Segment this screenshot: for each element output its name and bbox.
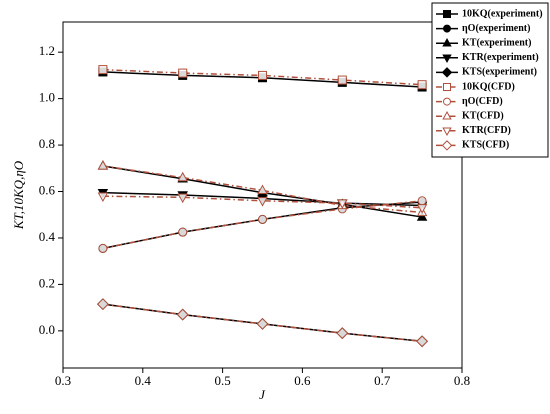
- data-point: [98, 243, 108, 253]
- data-point: [416, 335, 429, 348]
- data-point: [256, 317, 269, 330]
- legend-marker: [442, 127, 452, 137]
- data-point: [336, 327, 349, 340]
- legend-marker: [442, 110, 452, 120]
- y-axis-label: KT,10KQ,ηO: [11, 160, 26, 230]
- y-tick-label: 0.2: [39, 275, 55, 290]
- legend-marker: [442, 37, 452, 47]
- data-point: [416, 204, 428, 214]
- legend-label: KTR(CFD): [462, 125, 511, 136]
- y-tick-label: 0.4: [39, 229, 56, 244]
- x-tick-label: 0.4: [135, 373, 152, 388]
- data-point: [416, 211, 428, 221]
- y-tick-label: 0.0: [39, 322, 55, 337]
- data-point: [176, 308, 189, 321]
- data-point: [97, 192, 109, 202]
- y-tick-label: 0.8: [39, 136, 55, 151]
- legend-marker: [443, 83, 451, 91]
- series-line: [102, 195, 423, 209]
- data-point: [337, 199, 348, 209]
- legend-label: 10KQ(experiment): [462, 8, 543, 19]
- legend-label: KT(experiment): [462, 37, 531, 48]
- plot-frame: [62, 21, 463, 369]
- data-point: [98, 65, 108, 75]
- data-point: [417, 196, 427, 206]
- data-point: [258, 70, 267, 80]
- data-point: [97, 160, 109, 170]
- data-point: [177, 171, 188, 182]
- data-point: [417, 80, 427, 90]
- data-point: [257, 184, 268, 195]
- legend-label: KTS(CFD): [462, 140, 509, 151]
- data-point: [96, 298, 109, 311]
- legend-label: 10KQ(CFD): [462, 81, 515, 92]
- x-tick-label: 0.8: [454, 373, 470, 388]
- series-line: [102, 68, 423, 86]
- data-point: [178, 68, 188, 78]
- y-tick-label: 1.2: [39, 43, 55, 58]
- legend-label: KTR(experiment): [462, 52, 539, 63]
- data-point: [178, 227, 188, 237]
- data-point: [177, 193, 188, 204]
- data-point: [258, 214, 267, 224]
- y-tick-label: 1.0: [39, 90, 55, 105]
- legend-marker: [443, 97, 451, 106]
- x-tick-label: 0.6: [294, 373, 311, 388]
- x-tick-label: 0.5: [214, 373, 230, 388]
- x-tick-label: 0.7: [374, 373, 391, 388]
- legend-label: ηO(experiment): [462, 23, 530, 34]
- data-point: [337, 75, 347, 85]
- legend-label: KT(CFD): [462, 110, 504, 121]
- legend-marker: [441, 140, 453, 151]
- legend-marker: [443, 24, 451, 33]
- x-tick-label: 0.3: [55, 373, 71, 388]
- x-axis-label: J: [259, 387, 266, 402]
- legend-label: KTS(experiment): [462, 67, 537, 78]
- legend-label: ηO(CFD): [462, 96, 503, 107]
- legend-marker: [443, 10, 451, 18]
- y-tick-label: 0.6: [39, 183, 56, 198]
- legend-marker: [441, 67, 453, 78]
- data-point: [257, 197, 268, 207]
- legend-marker: [442, 54, 452, 64]
